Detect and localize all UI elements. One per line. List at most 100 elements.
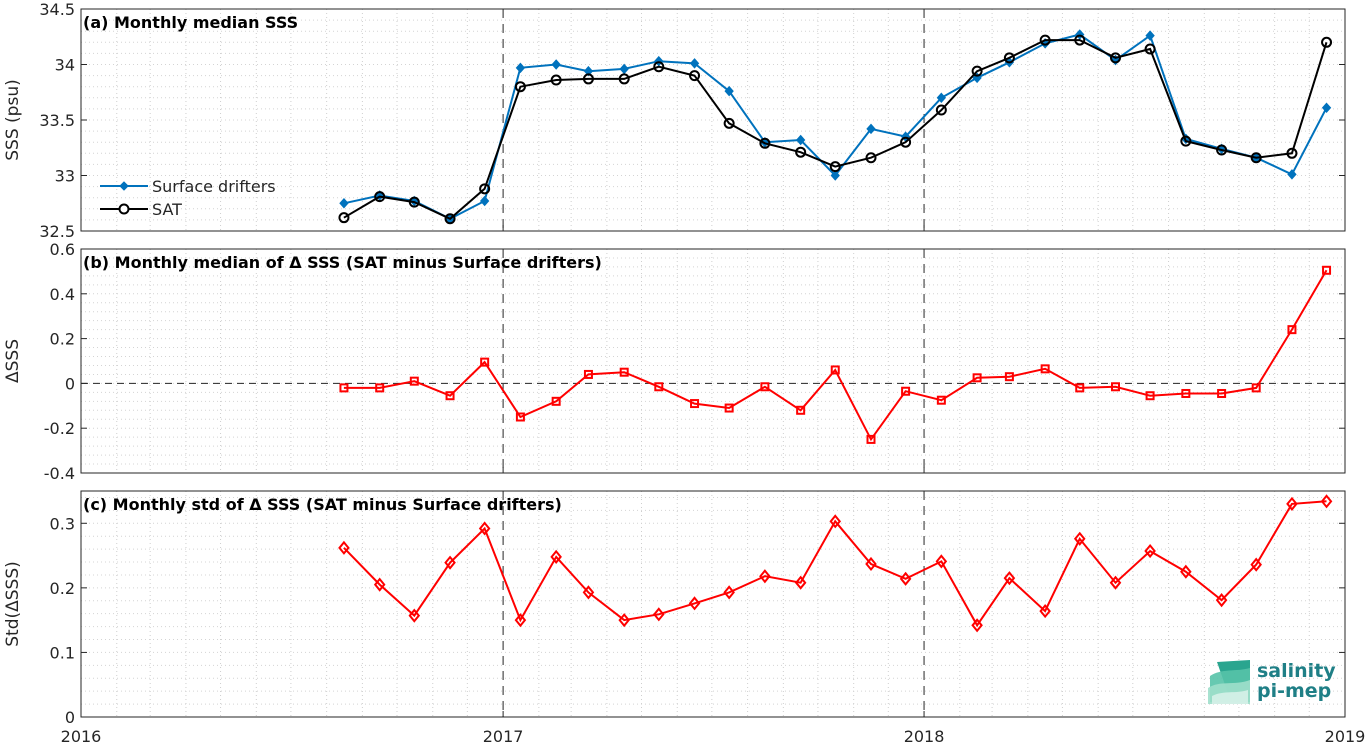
data-point-2016-12 bbox=[479, 195, 490, 207]
data-point-2018-08 bbox=[1180, 135, 1192, 147]
series-line-1 bbox=[343, 39, 1328, 220]
data-point-2017-08 bbox=[760, 382, 770, 392]
data-point-2018-11 bbox=[1286, 147, 1298, 159]
data-point-2017-04 bbox=[618, 613, 630, 628]
y-tick-label: 33 bbox=[55, 167, 75, 186]
panel-c-grid bbox=[81, 491, 1345, 718]
data-point-2018-12 bbox=[1321, 36, 1333, 48]
data-point-2017-03 bbox=[582, 585, 595, 600]
data-point-2018-08 bbox=[1181, 388, 1191, 398]
data-point-2017-10 bbox=[830, 365, 840, 375]
data-point-2018-08 bbox=[1180, 564, 1192, 579]
panel-b-axes-box bbox=[80, 248, 1346, 474]
data-point-2018-02 bbox=[972, 373, 982, 383]
data-point-2017-01 bbox=[514, 81, 526, 93]
panel-b-title: (b) Monthly median of Δ SSS (SAT minus S… bbox=[83, 253, 602, 272]
data-point-2018-12 bbox=[1322, 265, 1332, 275]
data-point-2018-10 bbox=[1250, 152, 1262, 164]
y-tick-label: -0.2 bbox=[44, 419, 75, 438]
data-point-2017-07 bbox=[724, 403, 734, 413]
panel-c-y-label: Std(ΔSSS) bbox=[3, 561, 23, 647]
data-point-2016-11 bbox=[445, 391, 455, 401]
data-point-2017-12 bbox=[901, 386, 911, 396]
data-point-2018-01 bbox=[936, 395, 946, 405]
data-point-2018-04 bbox=[1040, 364, 1050, 374]
data-point-2017-02 bbox=[550, 549, 562, 564]
data-point-2016-12 bbox=[480, 357, 490, 367]
data-point-2018-09 bbox=[1217, 388, 1227, 398]
y-tick-label: -0.4 bbox=[44, 464, 75, 483]
data-point-2018-05 bbox=[1074, 34, 1086, 46]
data-point-2018-11 bbox=[1287, 169, 1297, 180]
panel-c-series bbox=[338, 494, 1333, 633]
data-point-2017-12 bbox=[900, 136, 912, 148]
data-point-2018-03 bbox=[1004, 372, 1014, 382]
data-point-2017-06 bbox=[689, 58, 700, 69]
x-tick-label: 2019 bbox=[1325, 727, 1366, 745]
data-point-2017-07 bbox=[723, 585, 735, 600]
data-point-2018-05 bbox=[1073, 531, 1086, 546]
data-point-2017-01 bbox=[515, 62, 526, 74]
data-point-2017-11 bbox=[865, 152, 877, 164]
data-point-2016-08 bbox=[339, 383, 349, 393]
y-tick-label: 0.2 bbox=[50, 330, 75, 349]
data-point-2017-06 bbox=[688, 596, 701, 611]
y-tick-label: 33.5 bbox=[39, 111, 75, 130]
y-tick-label: 34 bbox=[55, 56, 75, 75]
data-point-2017-02 bbox=[550, 74, 562, 86]
data-point-2016-09 bbox=[374, 191, 386, 203]
y-tick-label: 0 bbox=[65, 708, 75, 727]
data-point-2017-02 bbox=[551, 59, 561, 70]
panel-c-year-dividers bbox=[502, 491, 925, 717]
data-point-2016-11 bbox=[444, 555, 456, 570]
data-point-2018-05 bbox=[1075, 383, 1085, 393]
data-point-2018-04 bbox=[1039, 34, 1051, 46]
y-tick-label: 0.3 bbox=[50, 514, 75, 533]
y-tick-label: 0.6 bbox=[50, 240, 75, 259]
panel-c: 0 0.1 0.2 0.3 2016 2017 2018 2019 (c) Monthly … bbox=[3, 225, 1365, 745]
data-point-2017-10 bbox=[829, 161, 841, 173]
data-point-2018-06 bbox=[1110, 382, 1120, 392]
y-tick-label: 32.5 bbox=[39, 222, 75, 241]
series-line-0 bbox=[343, 500, 1327, 628]
data-point-2017-05 bbox=[653, 607, 665, 622]
y-tick-label: 0.2 bbox=[50, 579, 75, 598]
data-point-2017-08 bbox=[759, 137, 771, 149]
data-point-2017-09 bbox=[796, 405, 806, 415]
data-point-2017-03 bbox=[582, 73, 594, 85]
legend-marker-surface-drifters bbox=[119, 181, 129, 191]
data-point-2018-04 bbox=[1039, 604, 1051, 619]
panel-b-y-ticks: -0.4 -0.2 0 0.2 0.4 0.6 bbox=[44, 240, 1345, 483]
data-point-2018-01 bbox=[935, 104, 947, 116]
x-tick-label: 2018 bbox=[904, 727, 945, 745]
data-point-2018-12 bbox=[1320, 494, 1333, 509]
data-point-2018-09 bbox=[1215, 593, 1228, 608]
legend-label-surface-drifters: Surface drifters bbox=[152, 177, 276, 196]
data-point-2017-05 bbox=[653, 61, 665, 73]
x-tick-label: 2016 bbox=[61, 727, 102, 745]
data-point-2017-03 bbox=[583, 369, 593, 379]
data-point-2018-01 bbox=[936, 92, 947, 104]
panel-b-y-label: ΔSSS bbox=[3, 339, 23, 383]
data-point-2018-02 bbox=[971, 618, 983, 633]
data-point-2017-04 bbox=[619, 63, 629, 75]
data-point-2017-10 bbox=[829, 514, 842, 529]
y-tick-label: 34.5 bbox=[39, 0, 75, 19]
y-tick-label: 0.4 bbox=[50, 285, 75, 304]
panel-a-legend: Surface drifters SAT bbox=[100, 177, 276, 219]
data-point-2017-04 bbox=[619, 367, 629, 377]
panel-a-series bbox=[338, 29, 1333, 225]
panel-a-title: (a) Monthly median SSS bbox=[83, 13, 298, 32]
data-point-2017-11 bbox=[866, 434, 876, 444]
y-tick-label: 0.1 bbox=[50, 643, 75, 662]
data-point-2016-08 bbox=[338, 212, 350, 224]
series-line-0 bbox=[343, 269, 1328, 442]
data-point-2018-10 bbox=[1250, 557, 1262, 572]
data-point-2017-09 bbox=[794, 575, 807, 590]
panel-b: -0.4 -0.2 0 0.2 0.4 0.6 (b) Monthly median of… bbox=[3, 240, 1346, 483]
data-point-2017-08 bbox=[759, 569, 771, 584]
data-point-2017-07 bbox=[724, 85, 734, 97]
data-point-2016-10 bbox=[408, 608, 421, 623]
data-point-2017-11 bbox=[866, 123, 876, 135]
